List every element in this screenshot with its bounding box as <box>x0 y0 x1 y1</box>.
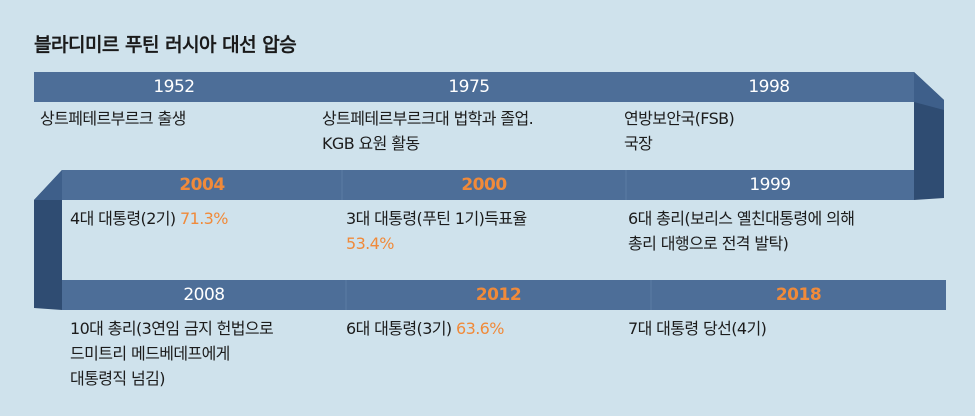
description-text: 총리 대행으로 전격 발탁) <box>628 234 789 253</box>
description-text: 10대 총리(3연임 금지 헌법으로 <box>70 319 274 338</box>
description-text: 6대 총리(보리스 옐친대통령에 의해 <box>628 209 855 228</box>
description-line: KGB 요원 활동 <box>322 131 533 156</box>
event-description: 4대 대통령(2기) 71.3% <box>70 206 228 231</box>
event-description: 상트페테르부르크 출생 <box>40 106 186 131</box>
description-line: 상트페테르부르크 출생 <box>40 106 186 131</box>
description-text: 상트페테르부르크대 법학과 졸업. <box>322 109 534 128</box>
band-fold-left <box>34 170 62 310</box>
description-line: 53.4% <box>346 231 527 256</box>
description-text: 연방보안국(FSB) <box>624 109 735 128</box>
event-description: 상트페테르부르크대 법학과 졸업. KGB 요원 활동 <box>322 106 534 156</box>
year-label: 2012 <box>475 285 522 305</box>
page-title: 블라디미르 푸틴 러시아 대선 압승 <box>34 34 297 56</box>
description-text: 7대 대통령 당선(4기) <box>628 319 767 338</box>
year-label: 2008 <box>183 285 225 305</box>
year-label: 2004 <box>179 175 225 195</box>
band-row-2 <box>62 170 914 200</box>
description-text: 6대 대통령(3기) <box>346 319 457 338</box>
year-label: 1975 <box>448 77 490 97</box>
vote-share-highlight: 71.3% <box>180 209 228 228</box>
year-label: 1952 <box>153 77 195 97</box>
description-line: 4대 대통령(2기) 71.3% <box>70 206 228 231</box>
description-line: 드미트리 메드베데프에게 <box>70 341 273 366</box>
year-label: 1998 <box>748 77 790 97</box>
description-text: 국장 <box>624 134 653 153</box>
vote-share-highlight: 63.6% <box>456 319 504 338</box>
description-line: 6대 대통령(3기) 63.6% <box>346 316 504 341</box>
event-description: 7대 대통령 당선(4기) <box>628 316 767 341</box>
description-line: 7대 대통령 당선(4기) <box>628 316 767 341</box>
event-description: 6대 대통령(3기) 63.6% <box>346 316 504 341</box>
band-fold-left-shade <box>34 170 62 200</box>
event-description: 3대 대통령(푸틴 1기)득표율 53.4% <box>346 206 527 256</box>
event-description: 연방보안국(FSB) 국장 <box>624 106 735 156</box>
description-text: KGB 요원 활동 <box>322 134 420 153</box>
description-line: 대통령직 넘김) <box>70 366 273 391</box>
vote-share-highlight: 53.4% <box>346 234 394 253</box>
description-line: 상트페테르부르크대 법학과 졸업. <box>322 106 534 131</box>
description-text: 대통령직 넘김) <box>70 369 165 388</box>
year-label: 2000 <box>461 175 507 195</box>
band-row-3 <box>62 280 946 310</box>
description-text: 4대 대통령(2기) <box>70 209 181 228</box>
band-fold-right-shade <box>914 72 944 110</box>
description-line: 국장 <box>624 131 734 156</box>
description-line: 10대 총리(3연임 금지 헌법으로 <box>70 316 274 341</box>
description-line: 총리 대행으로 전격 발탁) <box>628 231 854 256</box>
description-line: 연방보안국(FSB) <box>624 106 735 131</box>
year-label: 2018 <box>775 285 822 305</box>
band-row-1 <box>34 72 914 102</box>
year-label: 1999 <box>749 175 791 195</box>
description-line: 3대 대통령(푸틴 1기)득표율 <box>346 206 527 231</box>
description-text: 상트페테르부르크 출생 <box>40 109 186 128</box>
description-line: 6대 총리(보리스 옐친대통령에 의해 <box>628 206 855 231</box>
description-text: 드미트리 메드베데프에게 <box>70 344 230 363</box>
description-text: 3대 대통령(푸틴 1기)득표율 <box>346 209 527 228</box>
